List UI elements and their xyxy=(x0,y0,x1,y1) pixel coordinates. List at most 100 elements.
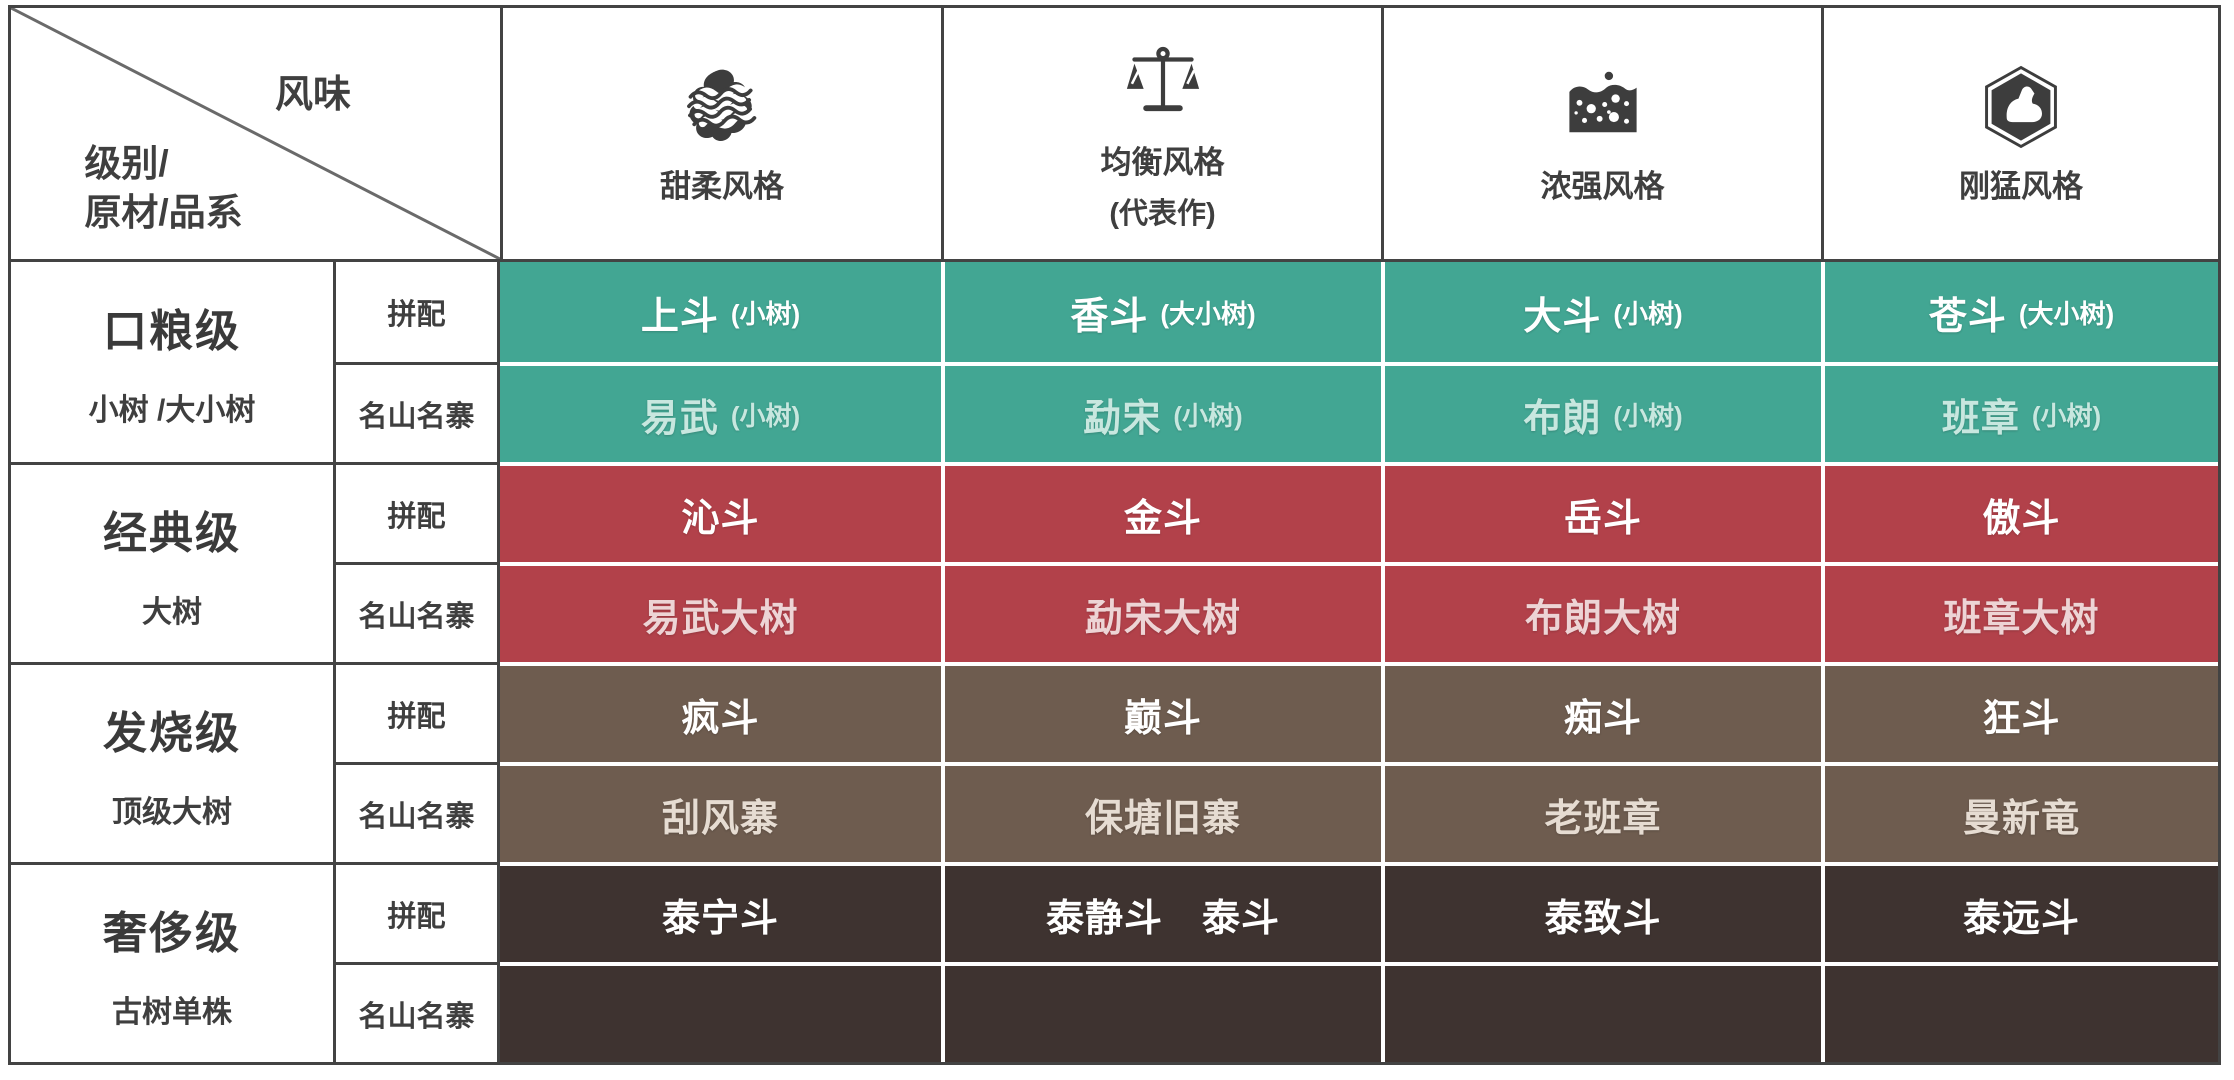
tea-cell: 泰致斗 xyxy=(1381,862,1821,962)
tea-name: 刮风寨 xyxy=(661,797,779,840)
row-label-famous: 名山名寨 xyxy=(333,362,500,462)
tea-name: 曼新竜 xyxy=(1962,797,2080,840)
row-label-blend: 拼配 xyxy=(333,262,500,362)
group-material: 小树 /大小树 xyxy=(88,394,256,427)
tea-note: (大小树) xyxy=(2018,298,2115,329)
group-label-luxury: 奢侈级 古树单株 xyxy=(11,862,333,1062)
tea-note: (大小树) xyxy=(1160,298,1256,329)
row-label-famous: 名山名寨 xyxy=(333,962,500,1062)
column-header-balanced: 均衡风格 (代表作) xyxy=(941,8,1381,262)
tea-cell: 泰宁斗 xyxy=(500,862,941,962)
column-label: 均衡风格 xyxy=(1100,145,1225,181)
tea-name: 沁斗 xyxy=(681,497,760,540)
silk-waves-icon xyxy=(687,70,757,142)
tea-note: (小树) xyxy=(730,298,801,329)
flavor-axis-label: 风味 xyxy=(275,74,352,117)
tea-cell: 苍斗 (大小树) xyxy=(1821,262,2218,362)
tea-name: 痴斗 xyxy=(1563,697,1642,740)
tea-cell: 勐宋大树 xyxy=(941,562,1381,662)
tea-name: 傲斗 xyxy=(1982,497,2061,540)
column-label: 浓强风格 xyxy=(1540,169,1665,205)
tea-name: 泰宁斗 xyxy=(661,897,779,940)
tea-cell: 香斗 (大小树) xyxy=(941,262,1381,362)
group-level: 发烧级 xyxy=(103,708,241,758)
tea-cell: 班章大树 xyxy=(1821,562,2218,662)
tea-name: 易武大树 xyxy=(642,597,799,640)
tea-cell: 沁斗 xyxy=(500,462,941,562)
tea-cell: 金斗 xyxy=(941,462,1381,562)
group-label-classic: 经典级 大树 xyxy=(11,462,333,662)
column-header-strong: 浓强风格 xyxy=(1381,8,1821,262)
tea-cell-empty xyxy=(500,962,941,1062)
tea-note: (小树) xyxy=(2031,400,2102,431)
tea-note: (小树) xyxy=(1613,400,1683,431)
group-material: 古树单株 xyxy=(112,995,232,1029)
tea-name: 泰致斗 xyxy=(1544,897,1662,940)
level-axis-label: 级别/ 原材/品系 xyxy=(84,139,242,239)
tea-cell: 上斗 (小树) xyxy=(500,262,941,362)
tea-cell: 大斗 (小树) xyxy=(1381,262,1821,362)
group-material: 大树 xyxy=(142,595,202,629)
group-material: 顶级大树 xyxy=(112,795,232,829)
column-label: 甜柔风格 xyxy=(660,169,784,205)
tea-cell-empty xyxy=(1821,962,2218,1062)
tea-name: 疯斗 xyxy=(681,697,760,740)
balance-scale-icon xyxy=(1126,47,1199,112)
row-label-famous: 名山名寨 xyxy=(333,762,500,862)
group-level: 奢侈级 xyxy=(103,908,241,958)
column-label: 刚猛风格 xyxy=(1959,169,2083,205)
tea-name: 布朗 xyxy=(1523,397,1602,440)
group-label-daily: 口粮级 小树 /大小树 xyxy=(11,262,333,462)
tea-name: 勐宋 xyxy=(1083,397,1162,440)
group-level: 经典级 xyxy=(103,508,241,558)
row-label-famous: 名山名寨 xyxy=(333,562,500,662)
tea-name: 巅斗 xyxy=(1123,697,1202,740)
tea-name: 泰远斗 xyxy=(1962,897,2080,940)
tea-cell: 曼新竜 xyxy=(1821,762,2218,862)
tea-cell: 疯斗 xyxy=(500,662,941,762)
tea-name: 狂斗 xyxy=(1982,697,2061,740)
group-level: 口粮级 xyxy=(103,307,241,356)
tea-note: (小树) xyxy=(1613,298,1683,329)
tea-note: (小树) xyxy=(1173,400,1243,431)
level-axis-line1: 级别/ xyxy=(84,142,169,184)
tea-name: 岳斗 xyxy=(1563,497,1642,540)
row-label-blend: 拼配 xyxy=(333,862,500,962)
tea-name: 保塘旧寨 xyxy=(1084,797,1241,840)
column-note: (代表作) xyxy=(1109,197,1216,230)
tea-cell: 勐宋 (小树) xyxy=(941,362,1381,462)
tea-cell: 易武 (小树) xyxy=(500,362,941,462)
tea-cell-empty xyxy=(941,962,1381,1062)
tea-cell: 狂斗 xyxy=(1821,662,2218,762)
column-header-sweet: 甜柔风格 xyxy=(500,8,941,262)
tea-note: (小树) xyxy=(730,400,801,431)
tea-name: 苍斗 xyxy=(1928,295,2007,338)
tea-classification-table: 风味 级别/ 原材/品系 xyxy=(8,5,2221,1065)
tea-name: 大斗 xyxy=(1523,295,1602,338)
tea-name: 班章 xyxy=(1941,397,2020,440)
tea-name: 上斗 xyxy=(640,295,719,338)
sponge-bubbles-icon xyxy=(1568,72,1637,133)
row-label-blend: 拼配 xyxy=(333,462,500,562)
corner-axis-cell: 风味 级别/ 原材/品系 xyxy=(11,8,500,262)
level-axis-line2: 原材/品系 xyxy=(84,192,243,234)
row-label-blend: 拼配 xyxy=(333,662,500,762)
tea-cell: 易武大树 xyxy=(500,562,941,662)
column-header-fierce: 刚猛风格 xyxy=(1821,8,2218,262)
tea-cell: 刮风寨 xyxy=(500,762,941,862)
diagonal-divider xyxy=(11,8,500,259)
tea-cell: 巅斗 xyxy=(941,662,1381,762)
tea-name: 勐宋大树 xyxy=(1084,597,1241,640)
tea-cell: 布朗大树 xyxy=(1381,562,1821,662)
tea-name: 班章大树 xyxy=(1943,597,2100,640)
group-label-enthusiast: 发烧级 顶级大树 xyxy=(11,662,333,862)
tea-name: 易武 xyxy=(640,397,719,440)
tea-cell: 傲斗 xyxy=(1821,462,2218,562)
tea-name: 泰静斗 泰斗 xyxy=(1045,897,1280,940)
tea-cell-empty xyxy=(1381,962,1821,1062)
tea-name: 香斗 xyxy=(1070,295,1149,338)
tea-cell: 岳斗 xyxy=(1381,462,1821,562)
tea-cell: 保塘旧寨 xyxy=(941,762,1381,862)
tea-name: 布朗大树 xyxy=(1524,597,1681,640)
tea-cell: 老班章 xyxy=(1381,762,1821,862)
